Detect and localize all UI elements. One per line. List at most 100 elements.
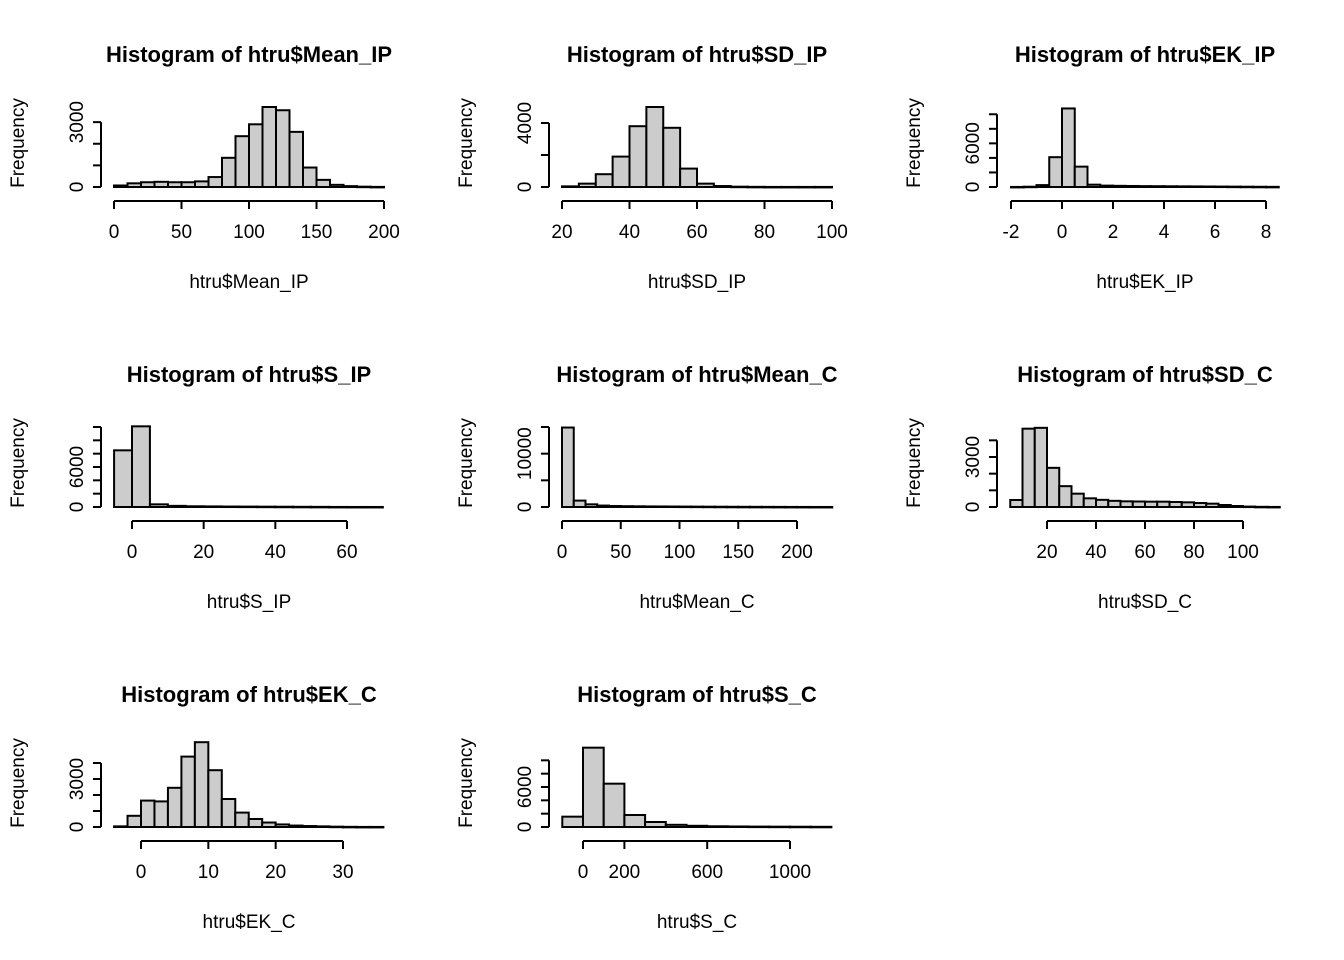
- histogram-bar: [1086, 183, 1102, 189]
- x-tick-label: 60: [686, 222, 707, 243]
- histogram-bar: [1242, 505, 1257, 509]
- histogram-bar: [1082, 497, 1097, 509]
- histogram-bar: [1061, 107, 1076, 188]
- histogram-bar: [814, 185, 833, 189]
- histogram-bar: [1205, 502, 1220, 508]
- y-tick-label: 0: [963, 502, 984, 513]
- histogram-bar: [1035, 184, 1051, 188]
- x-tick-label: 60: [1134, 542, 1155, 563]
- histogram-bar: [611, 155, 631, 189]
- chart-title: Histogram of htru$SD_C: [1017, 362, 1273, 387]
- histogram-bar: [690, 505, 704, 509]
- histogram-bar: [220, 505, 241, 509]
- histogram-bar: [329, 183, 345, 189]
- histogram-bar: [234, 135, 250, 189]
- histogram-bar: [1009, 499, 1024, 508]
- y-tick-label: 3000: [963, 436, 984, 478]
- histogram-bar: [131, 425, 151, 509]
- histogram-bar: [628, 125, 648, 188]
- histogram-bar: [768, 825, 791, 829]
- histogram-bar: [780, 185, 800, 189]
- histogram-bar: [1144, 500, 1159, 508]
- chart-title: Histogram of htru$EK_IP: [1015, 42, 1275, 67]
- x-tick-label: 4: [1159, 222, 1170, 243]
- histogram-bar: [220, 798, 237, 828]
- x-tick-label: 60: [336, 542, 357, 563]
- histogram-bar: [288, 130, 304, 189]
- histogram-bar: [644, 821, 667, 828]
- histogram-bar: [1033, 426, 1048, 509]
- histogram-bar: [302, 166, 318, 189]
- histogram-bar: [248, 123, 264, 188]
- histogram-bar: [643, 505, 657, 508]
- histogram-bar: [1119, 500, 1134, 509]
- histogram-bar: [602, 782, 626, 829]
- histogram-bar: [712, 185, 732, 188]
- histogram-bar: [1201, 185, 1216, 188]
- histogram-bar: [166, 504, 187, 509]
- histogram-bar: [749, 505, 763, 509]
- histogram-bar: [1048, 156, 1063, 189]
- histogram-bar: [113, 825, 129, 828]
- x-tick-label: 80: [1183, 542, 1204, 563]
- histogram-bar: [809, 825, 833, 829]
- histogram-bar: [772, 505, 787, 509]
- histogram-bar: [1150, 185, 1165, 188]
- histogram-bar: [1193, 502, 1208, 508]
- histogram-bar: [148, 503, 169, 509]
- histogram-bar: [301, 825, 318, 828]
- x-tick-label: 100: [233, 222, 265, 243]
- histogram-bar: [221, 156, 237, 188]
- histogram-bar: [238, 505, 259, 509]
- histogram-bar: [706, 825, 729, 828]
- histogram-bar: [608, 504, 622, 508]
- y-axis-label: Frequency: [904, 98, 925, 188]
- histogram-bar: [1112, 184, 1127, 189]
- histogram-bar: [1163, 185, 1178, 188]
- x-tick-label: 50: [171, 222, 192, 243]
- histogram-bar: [355, 825, 371, 829]
- histogram-bar: [572, 499, 587, 509]
- histogram-bar: [274, 505, 295, 509]
- histogram-bar: [180, 181, 196, 188]
- histogram-bar: [274, 823, 291, 829]
- histogram-bar: [1095, 498, 1110, 509]
- histogram-bar: [666, 505, 681, 509]
- histogram-bar: [737, 505, 751, 509]
- histogram-bar: [184, 505, 205, 508]
- x-tick-label: 50: [610, 542, 631, 563]
- x-tick-label: 200: [609, 862, 641, 883]
- x-tick-label: 20: [1036, 542, 1057, 563]
- y-tick-label: 4000: [515, 102, 536, 144]
- histogram-bar: [1124, 184, 1140, 188]
- x-tick-label: 40: [1085, 542, 1106, 563]
- histogram-bar: [328, 825, 344, 829]
- y-axis-label: Frequency: [456, 98, 477, 188]
- x-axis-label: htru$SD_C: [1098, 592, 1192, 613]
- x-axis-label: htru$S_C: [657, 912, 737, 933]
- histogram-bar: [594, 173, 614, 188]
- histogram-bar: [1073, 165, 1089, 189]
- histogram-bar: [363, 505, 384, 509]
- histogram-bar: [1021, 427, 1036, 508]
- x-tick-label: 200: [781, 542, 813, 563]
- chart-title: Histogram of htru$SD_IP: [567, 42, 827, 67]
- histogram-bar: [1180, 501, 1195, 509]
- x-tick-label: 0: [557, 542, 568, 563]
- y-tick-label: 0: [515, 822, 536, 833]
- x-tick-label: 30: [332, 862, 353, 883]
- histogram-bar: [342, 825, 358, 829]
- chart-title: Histogram of htru$S_C: [577, 682, 817, 707]
- histogram-bar: [561, 815, 584, 829]
- histogram-bar: [662, 126, 682, 189]
- x-tick-label: 40: [265, 542, 286, 563]
- histogram-bar: [113, 184, 129, 188]
- histogram-bar: [631, 505, 646, 509]
- x-axis-label: htru$EK_C: [203, 912, 296, 933]
- histogram-bar: [760, 505, 775, 509]
- histogram-bar: [256, 505, 277, 509]
- histogram-bar: [202, 505, 223, 508]
- y-axis-label: Frequency: [8, 98, 29, 188]
- y-tick-label: 3000: [67, 758, 88, 800]
- histogram-bar: [1168, 501, 1183, 508]
